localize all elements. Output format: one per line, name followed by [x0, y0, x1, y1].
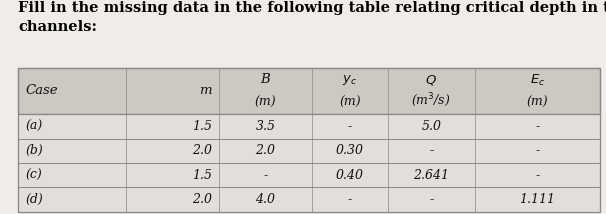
Text: m: m — [199, 84, 212, 97]
Text: -: - — [263, 169, 268, 182]
Text: Fill in the missing data in the following table relating critical depth in trape: Fill in the missing data in the followin… — [18, 1, 606, 34]
Text: 2.0: 2.0 — [255, 144, 276, 158]
Bar — [18, 187, 600, 212]
Text: -: - — [348, 193, 352, 206]
Text: (m): (m) — [527, 96, 548, 109]
Text: (c): (c) — [25, 169, 42, 182]
Bar — [18, 139, 600, 163]
Text: 2.0: 2.0 — [192, 193, 212, 206]
Text: 4.0: 4.0 — [255, 193, 276, 206]
Text: 2.0: 2.0 — [192, 144, 212, 158]
Text: $y_c$: $y_c$ — [342, 73, 358, 87]
Text: 1.5: 1.5 — [192, 169, 212, 182]
Text: 5.0: 5.0 — [421, 120, 441, 133]
Text: (m): (m) — [255, 96, 276, 109]
Text: (a): (a) — [25, 120, 42, 133]
Text: 2.641: 2.641 — [413, 169, 449, 182]
Text: $Q$: $Q$ — [425, 73, 437, 87]
Text: -: - — [535, 144, 539, 158]
Text: 1.111: 1.111 — [519, 193, 556, 206]
Text: 3.5: 3.5 — [255, 120, 276, 133]
Text: B: B — [261, 73, 270, 86]
Text: (m$^3$/s): (m$^3$/s) — [411, 91, 451, 109]
Bar — [18, 163, 600, 187]
Text: (d): (d) — [25, 193, 43, 206]
Text: 0.40: 0.40 — [336, 169, 364, 182]
Text: -: - — [348, 120, 352, 133]
Text: (m): (m) — [339, 96, 361, 109]
Text: (b): (b) — [25, 144, 43, 158]
Text: 0.30: 0.30 — [336, 144, 364, 158]
Text: -: - — [535, 120, 539, 133]
Text: -: - — [429, 144, 433, 158]
Text: -: - — [429, 193, 433, 206]
Text: Case: Case — [25, 84, 58, 97]
Bar — [18, 68, 600, 114]
Text: -: - — [535, 169, 539, 182]
Text: 1.5: 1.5 — [192, 120, 212, 133]
Text: $E_c$: $E_c$ — [530, 73, 545, 88]
Bar — [18, 114, 600, 139]
